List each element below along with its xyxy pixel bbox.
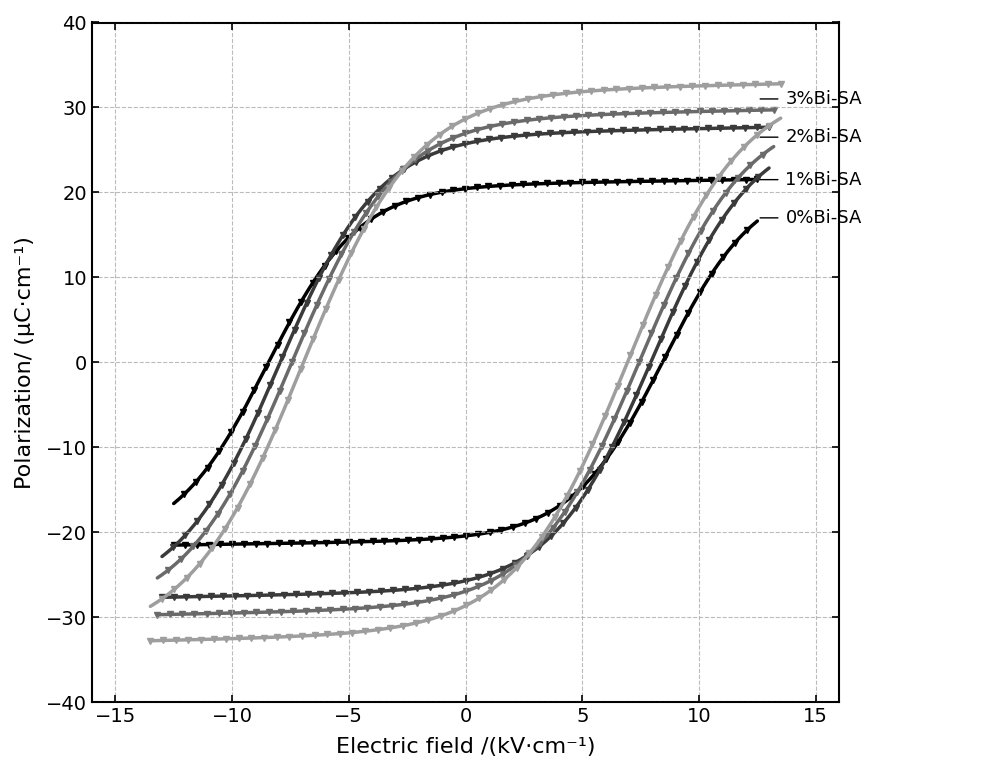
X-axis label: Electric field /(kV·cm⁻¹): Electric field /(kV·cm⁻¹)	[336, 737, 595, 757]
Text: 3%Bi-SA: 3%Bi-SA	[785, 90, 862, 108]
Text: 1%Bi-SA: 1%Bi-SA	[785, 171, 862, 188]
Y-axis label: Polarization/ (μC·cm⁻¹): Polarization/ (μC·cm⁻¹)	[15, 235, 35, 489]
Text: 2%Bi-SA: 2%Bi-SA	[785, 128, 862, 146]
Text: 0%Bi-SA: 0%Bi-SA	[785, 209, 862, 227]
